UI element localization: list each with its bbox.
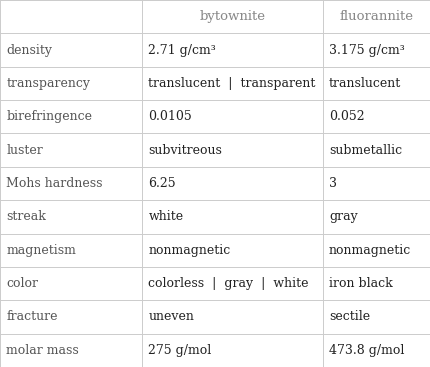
Text: Mohs hardness: Mohs hardness — [6, 177, 103, 190]
Text: uneven: uneven — [148, 310, 194, 323]
Text: magnetism: magnetism — [6, 244, 77, 257]
Text: 473.8 g/mol: 473.8 g/mol — [329, 344, 404, 357]
Text: gray: gray — [329, 210, 358, 224]
Text: sectile: sectile — [329, 310, 370, 323]
Text: 3.175 g/cm³: 3.175 g/cm³ — [329, 44, 405, 57]
Text: transparency: transparency — [6, 77, 90, 90]
Text: nonmagnetic: nonmagnetic — [329, 244, 411, 257]
Text: streak: streak — [6, 210, 46, 224]
Text: fracture: fracture — [6, 310, 58, 323]
Text: bytownite: bytownite — [199, 10, 265, 23]
Text: 6.25: 6.25 — [148, 177, 176, 190]
Text: subvitreous: subvitreous — [148, 143, 222, 157]
Text: translucent  |  transparent: translucent | transparent — [148, 77, 316, 90]
Text: density: density — [6, 44, 52, 57]
Text: color: color — [6, 277, 38, 290]
Text: 2.71 g/cm³: 2.71 g/cm³ — [148, 44, 216, 57]
Text: submetallic: submetallic — [329, 143, 402, 157]
Text: 0.052: 0.052 — [329, 110, 365, 123]
Text: translucent: translucent — [329, 77, 401, 90]
Text: nonmagnetic: nonmagnetic — [148, 244, 230, 257]
Text: birefringence: birefringence — [6, 110, 92, 123]
Text: white: white — [148, 210, 184, 224]
Text: luster: luster — [6, 143, 43, 157]
Text: iron black: iron black — [329, 277, 393, 290]
Text: 275 g/mol: 275 g/mol — [148, 344, 212, 357]
Text: molar mass: molar mass — [6, 344, 79, 357]
Text: fluorannite: fluorannite — [339, 10, 413, 23]
Text: colorless  |  gray  |  white: colorless | gray | white — [148, 277, 309, 290]
Text: 0.0105: 0.0105 — [148, 110, 192, 123]
Text: 3: 3 — [329, 177, 337, 190]
